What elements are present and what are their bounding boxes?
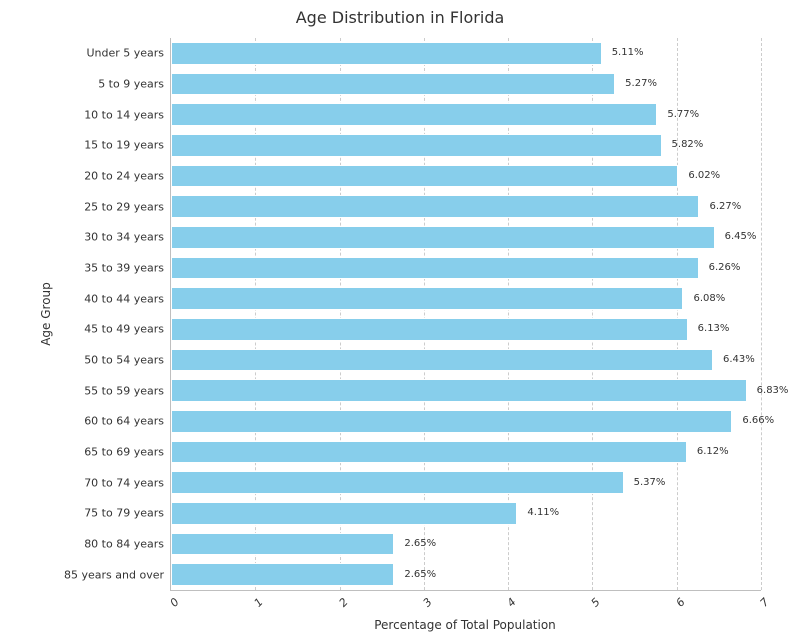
bar (171, 195, 699, 218)
bar-value-label: 6.26% (709, 262, 741, 273)
plot-area: 5.11% 5.27% 5.77% 5.82% 6.02% 6.27% 6.45% 6.26%… (170, 38, 761, 591)
bar (171, 134, 662, 157)
bar (171, 410, 732, 433)
y-tick-label: 5 to 9 years (98, 78, 164, 91)
bar (171, 533, 394, 556)
bar-value-label: 6.27% (709, 201, 741, 212)
gridline (761, 38, 762, 590)
y-tick-label: 50 to 54 years (84, 354, 164, 367)
x-tick-label: 1 (252, 596, 266, 610)
bar-value-label: 5.82% (672, 139, 704, 150)
bar-value-label: 6.02% (688, 170, 720, 181)
bar (171, 502, 517, 525)
gridline (677, 38, 678, 590)
x-tick-label: 6 (673, 596, 687, 610)
y-tick-label: 80 to 84 years (84, 538, 164, 551)
x-axis-label: Percentage of Total Population (170, 618, 760, 632)
bar-value-label: 6.66% (742, 415, 774, 426)
bar (171, 165, 678, 188)
chart-container: Age Distribution in Florida Age Group 5.… (0, 0, 800, 638)
chart-title: Age Distribution in Florida (0, 8, 800, 27)
bar-value-label: 6.08% (693, 293, 725, 304)
bar-value-label: 5.77% (667, 109, 699, 120)
bar-value-label: 2.65% (404, 538, 436, 549)
x-tick-label: 5 (589, 596, 603, 610)
x-tick-label: 4 (505, 596, 519, 610)
bar (171, 563, 394, 586)
y-tick-label: 20 to 24 years (84, 170, 164, 183)
y-tick-label: 30 to 34 years (84, 231, 164, 244)
y-tick-label: 60 to 64 years (84, 415, 164, 428)
y-tick-label: 75 to 79 years (84, 507, 164, 520)
y-tick-label: 40 to 44 years (84, 292, 164, 305)
bar (171, 349, 713, 372)
bar-value-label: 5.27% (625, 78, 657, 89)
bar-value-label: 6.12% (697, 446, 729, 457)
bar (171, 441, 687, 464)
x-tick-label: 7 (758, 596, 772, 610)
x-tick-label: 0 (168, 596, 182, 610)
y-tick-label: 45 to 49 years (84, 323, 164, 336)
y-tick-label: 15 to 19 years (84, 139, 164, 152)
bar-value-label: 6.45% (725, 231, 757, 242)
bar (171, 379, 747, 402)
x-tick-label: 2 (336, 596, 350, 610)
bar (171, 257, 699, 280)
y-tick-label: 10 to 14 years (84, 108, 164, 121)
x-tick-label: 3 (420, 596, 434, 610)
bar (171, 318, 688, 341)
bar (171, 471, 624, 494)
bar-value-label: 6.13% (698, 323, 730, 334)
y-tick-label: 65 to 69 years (84, 446, 164, 459)
bar-value-label: 2.65% (404, 569, 436, 580)
bar (171, 103, 657, 126)
bar (171, 42, 602, 65)
y-tick-label: 85 years and over (64, 568, 164, 581)
y-tick-label: 70 to 74 years (84, 476, 164, 489)
bar-value-label: 6.43% (723, 354, 755, 365)
bar (171, 287, 683, 310)
bar-value-label: 6.83% (757, 385, 789, 396)
bar (171, 73, 615, 96)
y-tick-label: 35 to 39 years (84, 262, 164, 275)
bar-value-label: 4.11% (527, 507, 559, 518)
y-tick-label: 55 to 59 years (84, 384, 164, 397)
y-tick-label: 25 to 29 years (84, 200, 164, 213)
bar-value-label: 5.37% (634, 477, 666, 488)
bar-value-label: 5.11% (612, 47, 644, 58)
y-axis-label: Age Group (39, 282, 53, 346)
y-tick-label: Under 5 years (86, 47, 164, 60)
bar (171, 226, 715, 249)
